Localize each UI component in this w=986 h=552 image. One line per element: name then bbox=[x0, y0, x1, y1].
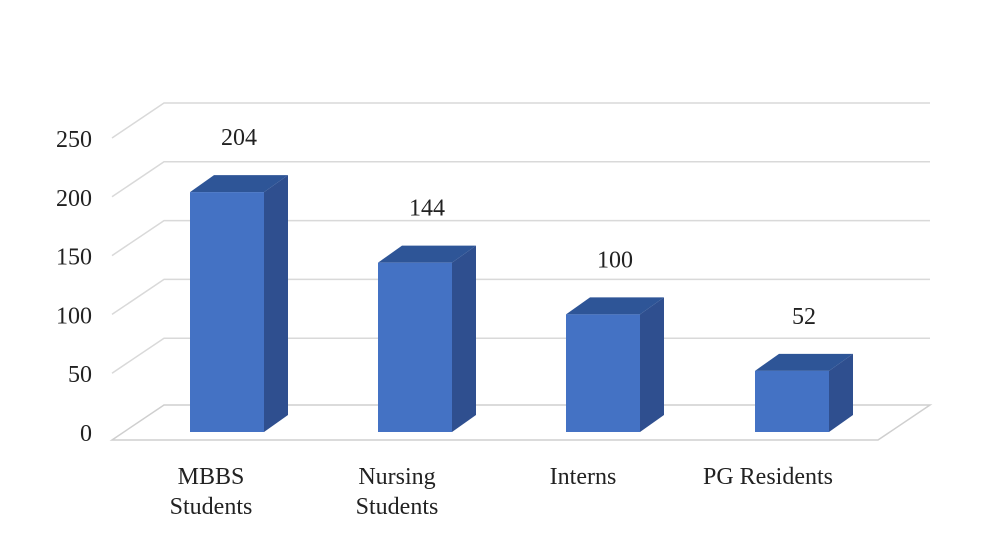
bar-side-3 bbox=[829, 353, 853, 432]
bar-2 bbox=[566, 297, 664, 432]
category-label-line: Nursing bbox=[358, 464, 435, 490]
y-tick-label-50: 50 bbox=[68, 362, 92, 388]
data-label-1: 144 bbox=[409, 196, 445, 222]
floor-plane bbox=[109, 404, 933, 441]
bar-top-3 bbox=[755, 353, 853, 371]
y-tick-label-200: 200 bbox=[56, 186, 92, 212]
gridline-100 bbox=[111, 278, 930, 316]
data-labels: 204 144 100 52 bbox=[221, 125, 816, 330]
bar-1 bbox=[378, 245, 476, 432]
y-tick-label-0: 0 bbox=[80, 421, 92, 447]
bar-front-1 bbox=[378, 262, 452, 432]
category-label-3: PG Residents bbox=[703, 464, 833, 490]
bar-side-0 bbox=[264, 175, 288, 432]
category-label-line: PG Residents bbox=[703, 464, 833, 490]
gridlines bbox=[111, 102, 930, 374]
gridline-200 bbox=[111, 161, 930, 198]
data-label-0: 204 bbox=[221, 125, 257, 151]
y-tick-label-100: 100 bbox=[56, 303, 92, 329]
y-tick-label-250: 250 bbox=[56, 127, 92, 153]
bar-top-0 bbox=[190, 175, 288, 193]
gridline-150 bbox=[111, 219, 930, 257]
bars bbox=[190, 175, 853, 432]
category-label-line: Interns bbox=[550, 464, 617, 490]
category-label-0: MBBS Students bbox=[170, 464, 253, 520]
bar-front-3 bbox=[755, 370, 829, 432]
data-label-3: 52 bbox=[792, 304, 816, 330]
y-axis-tick-labels: 0 50 100 150 200 250 bbox=[56, 127, 92, 447]
x-axis-category-labels: MBBS Students Nursing Students Interns PG Res… bbox=[170, 464, 833, 520]
bar-side-2 bbox=[640, 297, 664, 432]
gridline-250 bbox=[111, 102, 930, 139]
bar-0 bbox=[190, 175, 288, 432]
data-label-2: 100 bbox=[597, 247, 633, 273]
chart-floor bbox=[109, 404, 933, 441]
y-tick-label-150: 150 bbox=[56, 245, 92, 271]
category-label-line: MBBS bbox=[178, 464, 245, 490]
bar-side-1 bbox=[452, 245, 476, 432]
category-label-1: Nursing Students bbox=[356, 464, 439, 520]
bar-front-2 bbox=[566, 314, 640, 432]
bar-3 bbox=[755, 353, 853, 432]
gridline-50 bbox=[111, 337, 930, 374]
bar-top-2 bbox=[566, 297, 664, 315]
bar-front-0 bbox=[190, 192, 264, 432]
bar-top-1 bbox=[378, 245, 476, 263]
category-label-2: Interns bbox=[550, 464, 617, 490]
category-label-line: Students bbox=[170, 494, 253, 520]
category-label-line: Students bbox=[356, 494, 439, 520]
